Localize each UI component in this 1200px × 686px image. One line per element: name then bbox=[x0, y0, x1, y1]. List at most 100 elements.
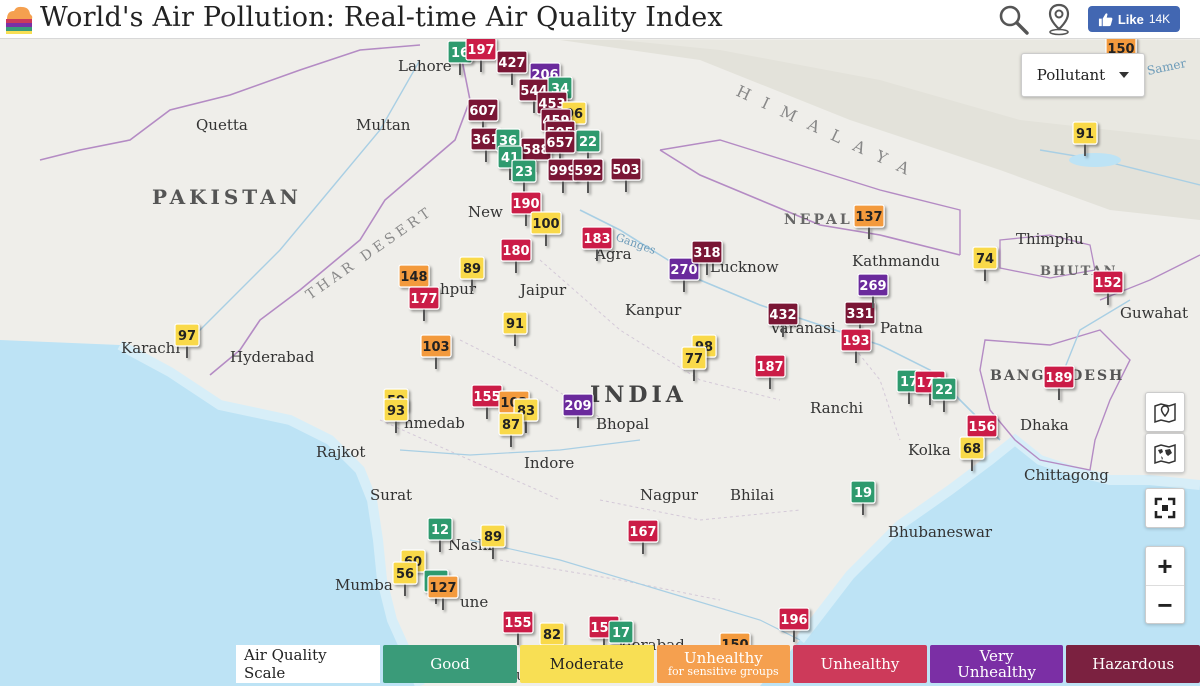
aqi-station-marker[interactable]: 91 bbox=[502, 311, 528, 346]
aqi-station-marker[interactable]: 592 bbox=[572, 158, 604, 193]
aqi-station-marker[interactable]: 152 bbox=[1092, 270, 1124, 305]
aqi-station-marker[interactable]: 155 bbox=[502, 610, 534, 645]
aqi-station-marker[interactable]: 503 bbox=[610, 157, 642, 192]
aqi-station-marker[interactable]: 177 bbox=[408, 286, 440, 321]
map-place-label: Rajkot bbox=[316, 443, 365, 461]
search-icon[interactable] bbox=[996, 2, 1030, 36]
aqi-value: 156 bbox=[968, 420, 995, 435]
facebook-like-button[interactable]: Like 14K bbox=[1088, 6, 1180, 32]
aqi-station-marker[interactable]: 100 bbox=[530, 211, 562, 246]
marker-box bbox=[544, 130, 576, 154]
aqi-station-marker[interactable]: 189 bbox=[1043, 365, 1075, 400]
aqi-station-marker[interactable]: 127 bbox=[427, 575, 459, 610]
aqi-station-marker[interactable]: 190 bbox=[510, 191, 542, 226]
location-pin-icon[interactable] bbox=[1042, 2, 1076, 36]
map-place-label: Thimphu bbox=[1016, 230, 1084, 248]
aqi-station-marker[interactable]: 187 bbox=[754, 354, 786, 389]
legend-moderate: Moderate bbox=[519, 645, 654, 683]
aqi-station-marker[interactable]: 93 bbox=[383, 398, 409, 433]
aqi-station-marker[interactable]: 22 bbox=[931, 377, 957, 412]
marker-box bbox=[581, 226, 613, 250]
aqi-station-marker[interactable]: 17 bbox=[608, 620, 634, 655]
aqi-station-marker[interactable]: 137 bbox=[853, 204, 885, 239]
aqi-station-marker[interactable]: 56 bbox=[392, 561, 418, 596]
aqi-station-marker[interactable]: 19 bbox=[850, 480, 876, 515]
aqi-station-marker[interactable]: 12 bbox=[427, 517, 453, 552]
zoom-in-button[interactable]: + bbox=[1146, 547, 1184, 586]
aqi-station-marker[interactable]: 432 bbox=[767, 302, 799, 337]
aqi-station-marker[interactable]: 196 bbox=[778, 607, 810, 642]
marker-box bbox=[498, 412, 524, 436]
marker-box bbox=[511, 159, 537, 183]
aqi-station-marker[interactable]: 427 bbox=[496, 50, 528, 85]
aqi-value: 193 bbox=[842, 334, 869, 349]
legend-very-unhealthy: Very Unhealthy bbox=[929, 645, 1064, 683]
legend-very-unhealthy-line1: Very bbox=[979, 647, 1014, 665]
map-pin-icon bbox=[1154, 402, 1176, 424]
aqi-station-marker[interactable]: 89 bbox=[480, 524, 506, 559]
lake bbox=[1069, 153, 1121, 167]
world-map-icon bbox=[1154, 443, 1176, 465]
aqi-station-marker[interactable]: 91 bbox=[1072, 121, 1098, 156]
map-place-label: NEPAL bbox=[784, 212, 853, 228]
aqi-station-marker[interactable]: 209 bbox=[562, 393, 594, 428]
aqi-value: 190 bbox=[512, 197, 539, 212]
aqi-value: 89 bbox=[463, 262, 481, 277]
map-place-label: Chittagong bbox=[1024, 466, 1109, 484]
map-style-button[interactable] bbox=[1145, 392, 1185, 432]
aqi-station-marker[interactable]: 318 bbox=[691, 240, 723, 275]
aqi-station-marker[interactable]: 103 bbox=[420, 334, 452, 369]
marker-box bbox=[562, 393, 594, 417]
marker-box bbox=[853, 204, 885, 228]
aqi-station-marker[interactable]: 87 bbox=[498, 412, 524, 447]
aqi-station-marker[interactable]: 97 bbox=[174, 323, 200, 358]
fullscreen-button[interactable] bbox=[1145, 488, 1185, 528]
legend-unhealthy-sensitive: Unhealthy for sensitive groups bbox=[656, 645, 791, 683]
bay-of-bengal bbox=[760, 440, 1200, 686]
aqi-value: 17 bbox=[900, 375, 918, 390]
aqi-station-marker[interactable]: 77 bbox=[681, 346, 707, 381]
aqi-value: 427 bbox=[498, 56, 525, 71]
marker-box bbox=[575, 129, 601, 153]
aqi-value: 148 bbox=[400, 270, 427, 285]
marker-box bbox=[496, 50, 528, 74]
aqi-station-marker[interactable]: 270 bbox=[668, 257, 700, 292]
marker-box bbox=[608, 620, 634, 644]
aqi-value: 187 bbox=[756, 360, 783, 375]
aqi-value: 361 bbox=[472, 133, 499, 148]
aqi-value: 318 bbox=[693, 246, 720, 261]
map-place-label: Kolka bbox=[908, 441, 951, 459]
marker-box bbox=[392, 561, 418, 585]
marker-box bbox=[480, 524, 506, 548]
aqi-station-marker[interactable]: 183 bbox=[581, 226, 613, 261]
aqi-station-marker[interactable]: 89 bbox=[459, 256, 485, 291]
aqi-station-marker[interactable]: 180 bbox=[500, 238, 532, 273]
aqi-station-marker[interactable]: 331 bbox=[844, 301, 876, 336]
arabian-sea bbox=[0, 340, 420, 686]
aqi-value: 103 bbox=[422, 340, 449, 355]
map-place-label: New bbox=[468, 203, 503, 221]
aqi-value: 16 bbox=[451, 46, 469, 61]
aqi-station-marker[interactable]: 155 bbox=[471, 384, 503, 419]
pollutant-dropdown[interactable]: Pollutant bbox=[1021, 53, 1145, 97]
aqi-station-marker[interactable]: 167 bbox=[627, 519, 659, 554]
aqi-station-marker[interactable]: 74 bbox=[972, 246, 998, 281]
zoom-control: + − bbox=[1145, 546, 1185, 624]
aqi-value: 127 bbox=[429, 581, 456, 596]
map-place-label: Kathmandu bbox=[852, 252, 940, 270]
zoom-out-button[interactable]: − bbox=[1157, 589, 1173, 620]
aqi-value: 56 bbox=[396, 567, 414, 582]
world-map-button[interactable] bbox=[1145, 433, 1185, 473]
aqi-value: 209 bbox=[564, 399, 591, 414]
legend-unhealthy-label: Unhealthy bbox=[820, 655, 900, 673]
map-place-label: Mumba bbox=[335, 576, 393, 594]
aqi-station-marker[interactable]: 607 bbox=[467, 98, 499, 133]
marker-box bbox=[459, 256, 485, 280]
aqi-station-marker[interactable]: 193 bbox=[840, 328, 872, 363]
godavari-river bbox=[469, 539, 801, 641]
aqi-station-marker[interactable]: 68 bbox=[959, 436, 985, 471]
marker-box bbox=[931, 377, 957, 401]
marker-box bbox=[467, 98, 499, 122]
aqi-station-marker[interactable]: 269 bbox=[857, 273, 889, 308]
